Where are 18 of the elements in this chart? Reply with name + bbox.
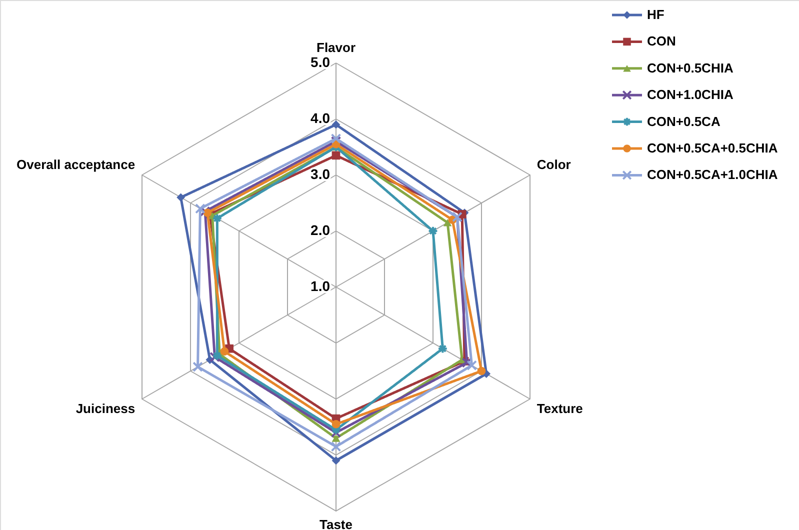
legend-label: CON+1.0CHIA — [647, 87, 734, 102]
y-tick-label: 1.0 — [310, 278, 330, 294]
legend-label: CON+0.5CA+1.0CHIA — [647, 167, 778, 182]
spoke-label: Taste — [320, 517, 352, 530]
y-tick-label: 5.0 — [310, 54, 330, 70]
spoke-label: Overall acceptance — [16, 157, 136, 172]
y-tick-label: 2.0 — [310, 222, 330, 238]
legend-label: CON+0.5CA — [647, 114, 721, 129]
spoke-label: Juiciness — [76, 401, 136, 416]
legend-label: CON+0.5CA+0.5CHIA — [647, 140, 778, 156]
spoke-label: Color — [536, 157, 571, 172]
y-tick-label: 4.0 — [310, 110, 330, 126]
spoke-label: Texture — [536, 401, 583, 416]
spoke-label: Flavor — [316, 40, 356, 55]
legend-label: CON — [647, 34, 676, 49]
legend-label: HF — [647, 7, 664, 22]
y-tick-label: 3.0 — [310, 166, 330, 182]
legend-label: CON+0.5CHIA — [647, 60, 734, 76]
